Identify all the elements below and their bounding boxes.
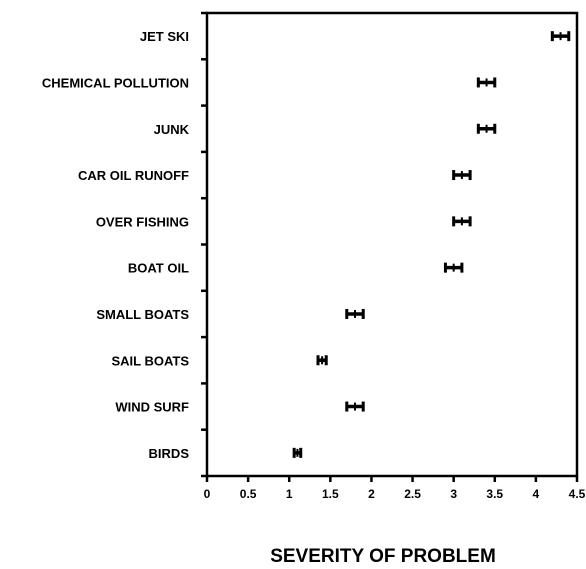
- category-label: CAR OIL RUNOFF: [78, 168, 189, 183]
- error-bar: [345, 401, 365, 412]
- error-bar: [550, 31, 571, 42]
- x-tick-label: 4.5: [569, 487, 586, 501]
- plot-frame: [205, 11, 579, 478]
- x-tick-label: 3: [450, 487, 457, 501]
- error-bar: [476, 123, 497, 134]
- data-marks: [292, 31, 571, 458]
- error-bar: [292, 447, 303, 458]
- error-bar: [316, 355, 328, 366]
- x-tick-label: 4: [533, 487, 540, 501]
- x-tick-label: 2.5: [404, 487, 421, 501]
- category-label: SAIL BOATS: [111, 353, 189, 368]
- x-tick-labels: 0 0.5 1 1.5 2 2.5 3 3.5 4 4.5: [204, 487, 586, 501]
- category-label: CHEMICAL POLLUTION: [42, 75, 189, 90]
- x-tick-label: 3.5: [486, 487, 503, 501]
- error-bar: [476, 77, 497, 88]
- x-tick-label: 1: [286, 487, 293, 501]
- x-tick-label: 2: [368, 487, 375, 501]
- error-bar: [443, 262, 464, 273]
- category-label: JET SKI: [140, 29, 189, 44]
- category-labels: JET SKI CHEMICAL POLLUTION JUNK CAR OIL RUN…: [42, 29, 190, 461]
- category-label: JUNK: [154, 122, 190, 137]
- error-bar: [452, 170, 472, 181]
- category-label: BOAT OIL: [128, 261, 189, 276]
- category-label: SMALL BOATS: [96, 307, 189, 322]
- error-bar: [345, 308, 365, 319]
- y-axis-ticks: [201, 11, 207, 478]
- category-label: WIND SURF: [115, 400, 189, 415]
- x-axis-ticks: [205, 476, 579, 482]
- category-label: OVER FISHING: [96, 214, 189, 229]
- error-bar: [452, 216, 472, 227]
- x-tick-label: 0.5: [240, 487, 257, 501]
- x-axis-title: SEVERITY OF PROBLEM: [270, 546, 496, 567]
- x-tick-label: 0: [204, 487, 211, 501]
- category-label: BIRDS: [149, 446, 190, 461]
- x-tick-label: 1.5: [322, 487, 339, 501]
